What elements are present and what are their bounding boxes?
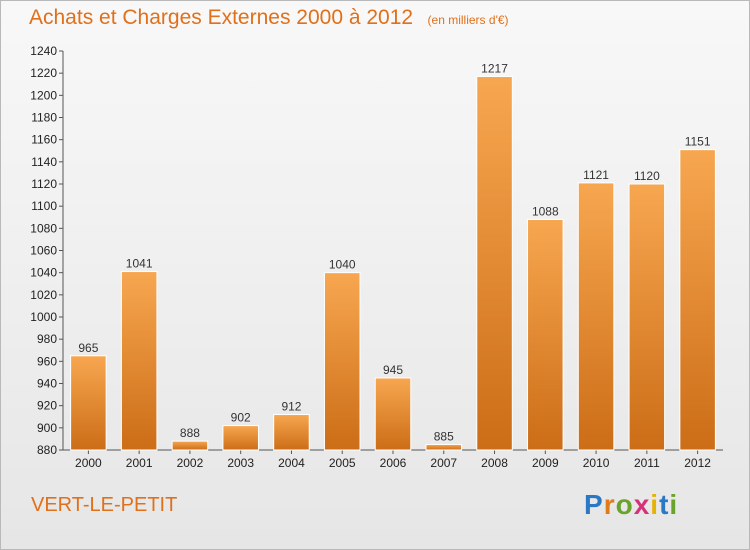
bar bbox=[171, 440, 209, 451]
y-tick-label: 1060 bbox=[30, 244, 57, 258]
bar bbox=[70, 355, 107, 451]
y-tick-label: 920 bbox=[37, 399, 57, 413]
logo-letter: o bbox=[615, 489, 634, 520]
proxiti-logo: Proxiti bbox=[584, 489, 678, 521]
y-tick-label: 880 bbox=[37, 443, 57, 457]
bar bbox=[577, 182, 615, 451]
bars: 965 1041 888 902 912 1040 945 885 1217 1088 1121 11… bbox=[70, 61, 716, 451]
y-tick-label: 940 bbox=[37, 377, 57, 391]
x-tick-label: 2003 bbox=[227, 456, 254, 470]
x-tick-label: 2005 bbox=[329, 456, 356, 470]
y-tick-label: 1100 bbox=[31, 199, 57, 213]
logo-letter: i bbox=[669, 489, 679, 520]
y-tick-label: 1240 bbox=[30, 44, 57, 58]
y-tick-label: 1160 bbox=[31, 133, 57, 147]
bar-value-label: 945 bbox=[383, 363, 403, 377]
x-tick-label: 2007 bbox=[430, 456, 457, 470]
x-tick-label: 2009 bbox=[532, 456, 559, 470]
y-tick-label: 1200 bbox=[30, 88, 57, 102]
bar-value-label: 902 bbox=[231, 411, 251, 425]
bar bbox=[273, 414, 310, 451]
bar-value-label: 1040 bbox=[329, 258, 356, 272]
bar-value-label: 885 bbox=[434, 429, 454, 443]
chart-title-block: Achats et Charges Externes 2000 à 2012 (… bbox=[29, 6, 509, 30]
x-tick-label: 2004 bbox=[278, 456, 305, 470]
bar-value-label: 1120 bbox=[634, 169, 660, 183]
y-tick-label: 960 bbox=[37, 354, 57, 368]
y-tick-label: 1120 bbox=[31, 177, 57, 191]
bar bbox=[120, 271, 158, 451]
y-tick-label: 1000 bbox=[30, 310, 57, 324]
logo-letter: x bbox=[633, 489, 651, 520]
y-tick-label: 1040 bbox=[30, 266, 57, 280]
y-tick-label: 1020 bbox=[30, 288, 57, 302]
bar bbox=[222, 425, 259, 451]
y-tick-label: 1140 bbox=[31, 155, 57, 169]
commune-name: VERT-LE-PETIT bbox=[31, 494, 178, 516]
bar-value-label: 1121 bbox=[583, 168, 609, 182]
bar-value-label: 1088 bbox=[532, 204, 559, 218]
y-tick-label: 1080 bbox=[30, 221, 57, 235]
bar-value-label: 912 bbox=[281, 400, 301, 414]
x-tick-label: 2011 bbox=[634, 456, 660, 470]
bar bbox=[374, 377, 412, 451]
x-tick-label: 2000 bbox=[75, 456, 102, 470]
logo-letter: P bbox=[584, 489, 604, 520]
logo-letter: i bbox=[650, 489, 660, 520]
y-tick-label: 1220 bbox=[30, 66, 57, 80]
chart-title: Achats et Charges Externes 2000 à 2012 bbox=[29, 6, 414, 29]
bar bbox=[323, 272, 361, 451]
y-tick-label: 1180 bbox=[31, 111, 57, 125]
bar bbox=[679, 149, 716, 451]
bar bbox=[425, 443, 463, 451]
bar-value-label: 1217 bbox=[481, 61, 508, 75]
bar-value-label: 1041 bbox=[126, 257, 153, 271]
bar bbox=[628, 183, 666, 451]
bar bbox=[476, 75, 513, 451]
y-tick-label: 980 bbox=[37, 332, 57, 346]
x-tick-label: 2010 bbox=[583, 456, 610, 470]
bar bbox=[527, 218, 564, 451]
x-tick-label: 2006 bbox=[380, 456, 407, 470]
chart-unit: (en milliers d'€) bbox=[427, 13, 509, 27]
logo-letter: t bbox=[659, 489, 670, 520]
x-tick-label: 2001 bbox=[126, 456, 153, 470]
bar-value-label: 888 bbox=[180, 426, 200, 440]
logo-letter: r bbox=[603, 489, 616, 520]
x-tick-label: 2002 bbox=[177, 456, 204, 470]
x-tick-label: 2008 bbox=[481, 456, 508, 470]
bar-value-label: 965 bbox=[78, 341, 98, 355]
bar-value-label: 1151 bbox=[685, 135, 711, 149]
x-tick-label: 2012 bbox=[684, 456, 711, 470]
y-tick-label: 900 bbox=[37, 421, 57, 435]
